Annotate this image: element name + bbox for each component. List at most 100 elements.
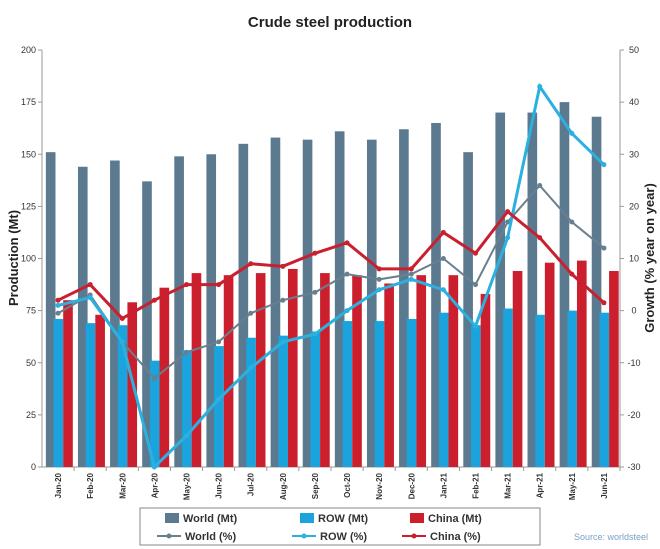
bar-row [599,312,610,467]
point-row-pct [408,276,414,282]
point-world-pct [216,339,222,345]
legend-label: ROW (%) [320,531,367,543]
bar-row [310,331,321,467]
bar-china [416,275,427,467]
bar-world [142,181,152,468]
bar-china [384,283,394,467]
point-row-pct [473,323,478,329]
point-world-pct [505,219,511,225]
bar-world [206,154,217,467]
point-world-pct [601,245,607,251]
point-china-pct [505,209,511,215]
bar-row [117,325,128,467]
bar-china [512,271,523,467]
y2-tick-label: -10 [627,358,640,368]
bar-row [182,350,192,467]
legend-swatch [410,513,424,523]
bar-row [471,325,481,467]
y-tick-label: 150 [21,149,36,159]
x-tick-label: Apr-20 [150,472,159,498]
bar-china [191,273,202,467]
bar-world [399,129,409,468]
legend-label: World (%) [185,531,236,543]
point-row-pct [87,295,93,301]
bar-row [438,312,449,467]
point-china-pct [216,282,222,288]
x-tick-label: Jan-21 [439,472,448,498]
point-china-pct [344,240,350,246]
line-china-pct [57,209,605,321]
point-china-pct [537,235,543,241]
legend-marker [301,533,307,539]
x-tick-label: Dec-20 [407,472,416,499]
x-tick-label: Oct-20 [343,472,352,497]
point-row-pct [119,339,125,345]
bar-row [278,335,288,467]
point-world-pct [55,310,61,316]
point-china-pct [248,261,254,267]
point-world-pct [184,349,189,355]
point-row-pct [601,162,607,168]
point-world-pct [569,219,575,225]
bar-china [320,273,330,467]
point-world-pct [408,271,414,277]
bar-world [174,156,184,467]
x-tick-label: Jul-20 [247,472,256,496]
y-tick-label: 200 [21,45,36,55]
point-row-pct [184,433,189,439]
bar-row [535,314,545,467]
bar-china [159,287,170,467]
bar-row [503,308,513,467]
x-tick-label: Jun-20 [215,472,224,498]
y-tick-label: 25 [26,410,36,420]
bar-row [149,360,160,467]
point-world-pct [312,289,318,295]
bar-world [334,131,345,467]
bar-world [431,122,441,467]
legend-label: ROW (Mt) [318,513,368,525]
bar-world [366,139,377,467]
bar-world [302,139,313,467]
point-row-pct [376,287,382,293]
point-world-pct [280,297,286,303]
bar-china [255,273,266,467]
bar-china [480,293,491,467]
bar-china [448,275,459,467]
bar-row [246,337,256,467]
point-row-pct [55,302,61,308]
bar-world [463,152,473,468]
bar-china [609,271,619,467]
bar-row [406,318,417,467]
y-tick-label: 0 [31,462,36,472]
point-world-pct [151,375,157,381]
bar-china [223,275,234,467]
y2-tick-label: 0 [631,306,636,316]
bar-row [214,346,224,467]
y-tick-label: 125 [21,201,36,211]
point-world-pct [537,183,543,189]
legend-swatch [165,513,179,523]
bar-row [567,310,577,467]
point-china-pct [440,229,446,235]
point-china-pct [87,282,93,288]
point-row-pct [248,365,254,371]
legend-label: World (Mt) [183,513,238,525]
x-tick-label: May-20 [183,472,192,500]
y-tick-label: 100 [21,254,36,264]
legend-marker [411,533,417,539]
legend-marker [166,533,172,539]
y-tick-label: 175 [21,97,36,107]
point-china-pct [280,263,286,269]
y2-tick-label: 10 [629,254,639,264]
bar-china [287,268,298,467]
point-world-pct [248,310,254,316]
point-row-pct [569,130,575,136]
y-tick-label: 75 [26,306,36,316]
bar-world [495,112,506,468]
point-row-pct [312,331,318,337]
bar-world [238,143,249,467]
point-china-pct [151,297,157,303]
y-axis-label: Production (Mt) [6,210,21,306]
